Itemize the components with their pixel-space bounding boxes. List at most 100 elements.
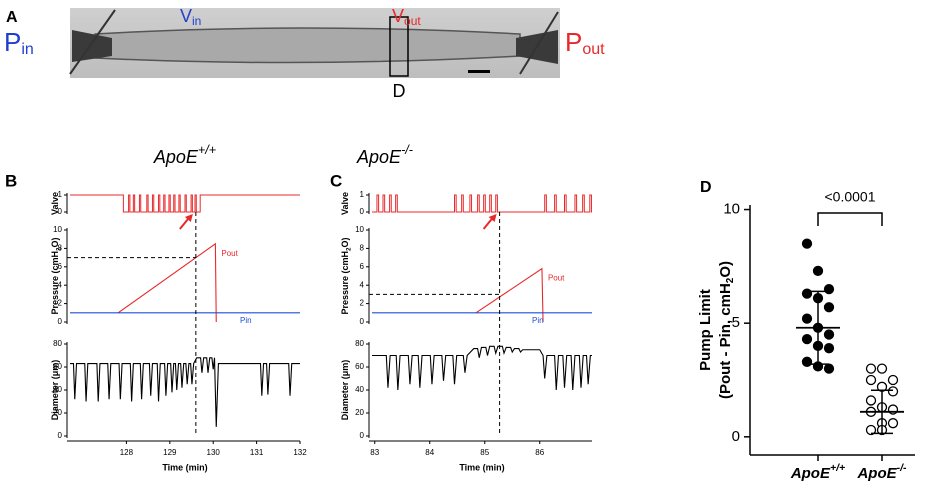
pipette-left	[72, 30, 112, 62]
region-box	[389, 16, 409, 77]
y-tick-label: 1	[360, 190, 365, 199]
label-p-out: Pout	[565, 27, 605, 58]
arrow-head	[488, 214, 497, 222]
y-axis-label: Pump Limit	[697, 289, 714, 371]
y-tick-label: 0	[58, 207, 63, 216]
label: Valve	[340, 192, 350, 215]
x-axis-label: Time (min)	[459, 462, 504, 472]
y-axis-label: (Pout - Pin, cmH2O)	[717, 261, 736, 399]
dot	[887, 374, 899, 386]
series-label: Pin	[240, 316, 252, 325]
label-end: O)	[50, 237, 60, 247]
label-sub: out	[582, 41, 605, 58]
panel-label: C	[330, 171, 342, 190]
label-p-in: Pin	[4, 27, 34, 58]
dot	[865, 374, 877, 386]
y-tick-label: 0	[732, 428, 740, 445]
label-sup: +/+	[198, 143, 216, 157]
trace	[117, 242, 217, 323]
label-sup: -/-	[897, 462, 907, 474]
label-main: ApoE	[356, 147, 402, 167]
trace	[475, 267, 544, 323]
dot	[823, 302, 835, 313]
dot	[823, 343, 835, 354]
label-main: Diameter (μm)	[340, 360, 350, 421]
y-tick-label: 8	[58, 244, 63, 253]
label-line: Pump Limit	[697, 289, 714, 371]
label: Diameter (μm)	[340, 360, 350, 421]
trace	[70, 194, 300, 213]
wire	[519, 11, 559, 75]
dot	[865, 395, 877, 406]
x-tick-label: 86	[535, 448, 544, 457]
y-tick-label: 2	[58, 299, 63, 308]
dot	[865, 424, 877, 436]
y-tick-label: 80	[355, 339, 364, 348]
label-sub: 2	[345, 247, 352, 251]
dot	[801, 313, 813, 324]
label-main: Pressure (cmH	[340, 251, 350, 315]
label: Diameter (μm)	[50, 360, 60, 421]
x-tick-label: 84	[425, 448, 434, 457]
x-tick-label: 130	[207, 448, 221, 457]
label: Pressure (cmH2O)	[50, 237, 62, 314]
y-tick-label: 0	[360, 317, 365, 326]
y-tick-label: 40	[53, 385, 62, 394]
label-main: Valve	[50, 192, 60, 215]
x-tick-label: 131	[250, 448, 264, 457]
x-tick-label: 85	[480, 448, 489, 457]
y-tick-label: 6	[58, 262, 63, 271]
label-main: V	[180, 6, 192, 26]
dot	[823, 329, 835, 340]
y-tick-label: 5	[732, 314, 740, 331]
series-label: Pout	[221, 249, 238, 258]
label-line: (Pout - Pin, cmH	[717, 283, 734, 399]
label-main: ApoE	[856, 465, 897, 482]
dot	[876, 363, 888, 374]
y-tick-label: 80	[53, 339, 62, 348]
arrow	[482, 217, 494, 230]
y-tick-label: 2	[360, 299, 365, 308]
panel-label: D	[700, 179, 712, 196]
y-tick-label: 6	[360, 262, 365, 271]
wire	[69, 9, 116, 75]
y-tick-label: 0	[58, 431, 63, 440]
label-sup: +/+	[830, 462, 845, 474]
y-tick-label: 4	[58, 280, 63, 289]
label-sub: in	[192, 14, 201, 28]
x-tick-label: 128	[120, 448, 134, 457]
label: Valve	[50, 192, 60, 215]
label: Pressure (cmH2O)	[340, 237, 352, 314]
box-label: D	[393, 81, 406, 101]
label-main: ApoE	[790, 465, 831, 482]
label-sub: in	[21, 41, 33, 58]
label-sub: 2	[725, 277, 736, 283]
series-label: Pin	[532, 316, 544, 325]
y-tick-label: 10	[53, 225, 62, 234]
dot	[801, 356, 813, 367]
trace	[372, 194, 592, 213]
dot	[887, 386, 899, 397]
dot	[823, 363, 835, 374]
dot	[812, 265, 824, 277]
label-sub: 2	[55, 247, 62, 251]
y-tick-label: 0	[58, 317, 63, 326]
label-main: Pressure (cmH	[50, 251, 60, 315]
series-label: Pout	[548, 274, 565, 283]
y-tick-label: 20	[53, 408, 62, 417]
y-tick-label: 60	[355, 362, 364, 371]
dot	[865, 363, 877, 374]
dot	[823, 283, 835, 295]
panel-label: B	[5, 171, 17, 190]
label: ApoE+/+	[790, 462, 845, 482]
x-tick-label: 129	[163, 448, 177, 457]
label-end: O)	[340, 237, 350, 247]
significance-bracket	[817, 212, 883, 226]
trace	[70, 357, 300, 427]
label: ApoE-/-	[856, 462, 907, 482]
y-tick-label: 10	[723, 201, 740, 218]
y-tick-label: 10	[355, 225, 364, 234]
y-tick-label: 0	[360, 431, 365, 440]
label-v-out: Vout	[392, 6, 421, 28]
